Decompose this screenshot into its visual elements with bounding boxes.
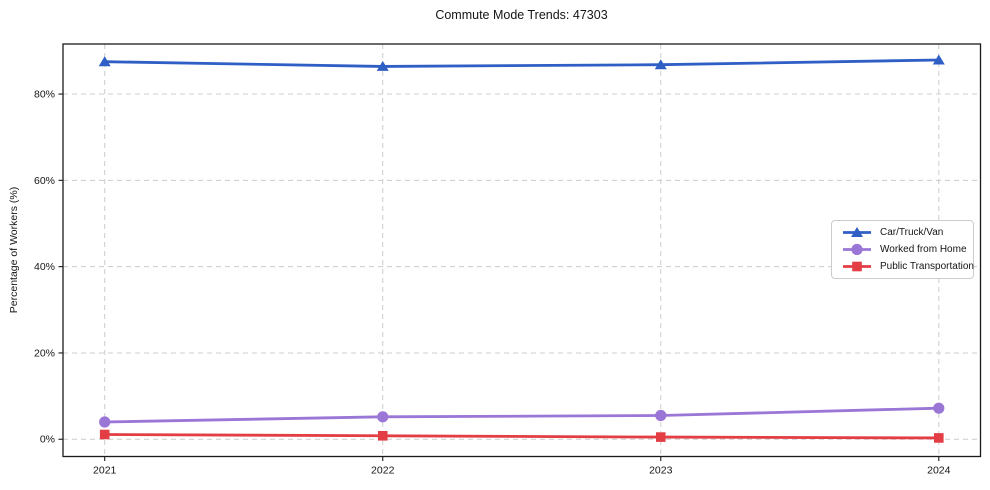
legend-item: Public Transportation [841, 260, 974, 273]
y-tick-label: 0% [40, 434, 55, 446]
x-tick-label: 2024 [927, 465, 951, 477]
y-tick-label: 40% [34, 261, 55, 273]
axis-ticks [58, 93, 940, 461]
series-public-transportation [99, 429, 944, 443]
triangle-marker-icon [843, 227, 871, 237]
x-tick-label: 2021 [93, 465, 117, 477]
legend-label: Public Transportation [880, 260, 974, 272]
series-car-truck-van [98, 54, 945, 71]
circle-marker-icon [843, 243, 871, 256]
legend-label: Car/Truck/Van [880, 226, 944, 238]
plot-border [62, 43, 982, 458]
y-tick-label: 80% [34, 89, 55, 101]
chart-title: Commute Mode Trends: 47303 [435, 8, 608, 22]
x-tick-label: 2023 [649, 465, 673, 477]
x-tick-label: 2022 [371, 465, 395, 477]
square-marker-icon [843, 261, 871, 272]
series-worked-from-home [99, 402, 945, 428]
legend-item: Worked from Home [841, 243, 973, 256]
y-tick-label: 20% [34, 347, 55, 359]
legend: Car/Truck/Van Worked from Home Public Tran… [831, 220, 974, 279]
legend-item: Car/Truck/Van [841, 226, 973, 239]
legend-label: Worked from Home [880, 243, 967, 255]
axis-tick-labels: 0% 20% 40% 60% 80% 2021 2022 2023 2024 [34, 89, 951, 477]
gridlines [63, 44, 981, 457]
y-tick-label: 60% [34, 175, 55, 187]
